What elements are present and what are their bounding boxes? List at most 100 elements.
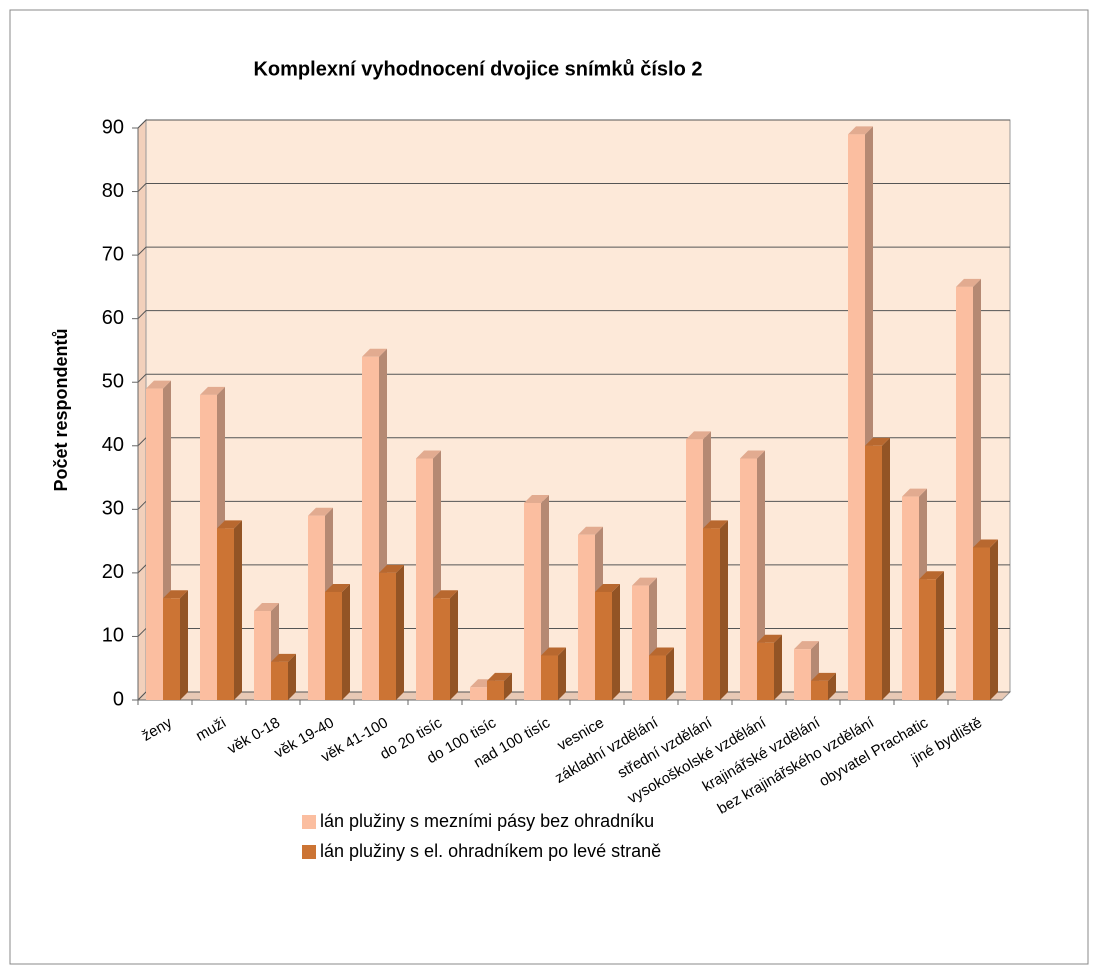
legend-label: lán plužiny s mezními pásy bez ohradníku <box>320 811 654 831</box>
y-tick-label: 30 <box>102 498 124 520</box>
bar-side <box>936 571 944 700</box>
bar-top <box>686 431 711 440</box>
bar-side <box>234 520 242 700</box>
bar <box>362 356 379 700</box>
bar <box>578 534 595 700</box>
bar-top <box>541 647 566 656</box>
bar-side <box>541 494 549 700</box>
bar-top <box>902 488 927 497</box>
bar-top <box>578 526 603 535</box>
bar <box>794 649 811 700</box>
bar-top <box>379 564 404 573</box>
bar <box>595 591 612 700</box>
bar-top <box>649 647 674 656</box>
y-tick-label: 90 <box>102 116 124 138</box>
bar <box>487 680 504 700</box>
bar-top <box>757 634 782 643</box>
bar-top <box>973 539 998 548</box>
bar-side <box>396 564 404 700</box>
bar-top <box>595 583 620 592</box>
grid-line <box>137 246 1010 256</box>
bar-top <box>146 380 171 389</box>
bar-top <box>865 437 890 446</box>
bar-top <box>956 278 981 287</box>
bar-top <box>811 672 836 681</box>
grid-line <box>137 119 1010 129</box>
bar <box>146 388 163 700</box>
bar-top <box>524 494 549 503</box>
y-tick-label: 60 <box>102 307 124 329</box>
bar-top <box>217 520 242 529</box>
bar <box>200 394 217 700</box>
bar-side <box>990 539 998 700</box>
bar-top <box>740 450 765 459</box>
bar-side <box>180 590 188 700</box>
grid-line <box>137 183 1010 192</box>
bar <box>902 496 919 700</box>
bar-side <box>504 672 512 700</box>
bar <box>740 458 757 700</box>
bar-side <box>450 590 458 700</box>
bar <box>865 445 882 700</box>
bar-side <box>720 520 728 700</box>
bar <box>649 655 666 700</box>
y-tick-label: 80 <box>102 180 124 202</box>
bar <box>217 528 234 700</box>
bar-top <box>271 653 296 662</box>
grid-line <box>137 373 1010 383</box>
bar-top <box>308 507 333 516</box>
bar-top <box>487 672 512 681</box>
bar-side <box>882 437 890 700</box>
y-tick-label: 0 <box>113 688 124 710</box>
bar <box>524 502 541 700</box>
bar-side <box>774 634 782 700</box>
y-tick-label: 40 <box>102 434 124 456</box>
bar <box>470 687 487 700</box>
bar <box>757 642 774 700</box>
bar-top <box>254 603 279 612</box>
bar-top <box>919 571 944 580</box>
bar <box>811 680 828 700</box>
bar <box>632 585 649 700</box>
legend-label: lán plužiny s el. ohradníkem po levé str… <box>320 841 661 861</box>
bar <box>848 134 865 700</box>
bar-side <box>828 672 836 700</box>
bar-top <box>794 641 819 650</box>
y-axis-label: Počet respondentů <box>51 328 71 491</box>
bar-side <box>612 583 620 700</box>
chart-title: Komplexní vyhodnocení dvojice snímků čís… <box>253 58 702 80</box>
bar-side <box>288 653 296 700</box>
grid-line <box>137 310 1010 320</box>
bar-top <box>632 577 657 586</box>
bar <box>541 655 558 700</box>
bar-top <box>848 126 873 135</box>
bar <box>433 598 450 700</box>
bar <box>163 598 180 700</box>
y-tick-label: 20 <box>102 561 124 583</box>
legend-swatch <box>302 815 316 829</box>
bar-top <box>200 386 225 395</box>
side-wall <box>137 118 147 702</box>
y-tick-label: 70 <box>102 243 124 265</box>
bar <box>703 528 720 700</box>
bar <box>919 579 936 700</box>
bar-top <box>703 520 728 529</box>
bar-side <box>342 583 350 700</box>
y-tick-label: 10 <box>102 625 124 647</box>
bar <box>271 661 288 700</box>
bar-side <box>666 647 674 700</box>
bar <box>254 611 271 700</box>
bar <box>973 547 990 700</box>
bar <box>379 572 396 700</box>
bar <box>416 458 433 700</box>
bar <box>686 439 703 700</box>
bar-top <box>416 450 441 459</box>
bar-top <box>362 348 387 357</box>
bar <box>325 591 342 700</box>
y-tick-label: 50 <box>102 371 124 393</box>
bar-side <box>558 647 566 700</box>
bar <box>956 286 973 700</box>
bar-top <box>325 583 350 592</box>
